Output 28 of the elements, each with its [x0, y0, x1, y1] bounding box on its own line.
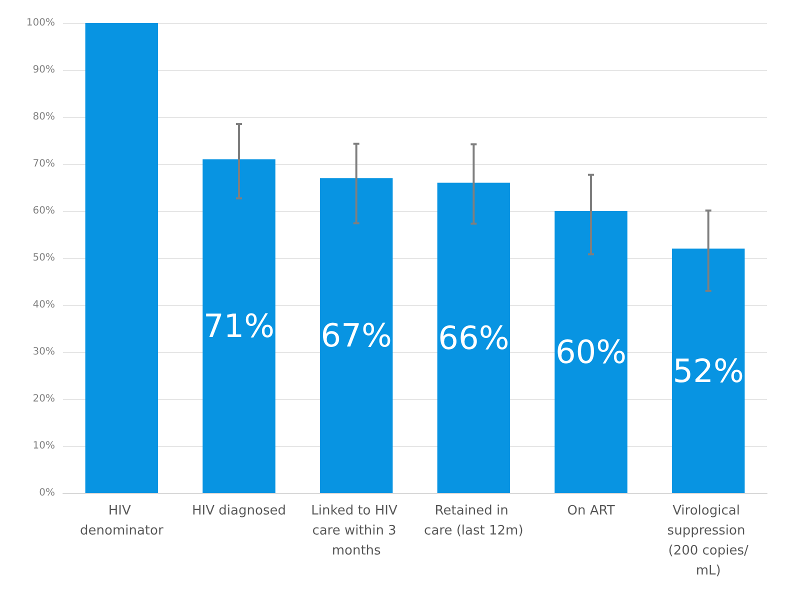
y-tick-label: 90%: [32, 64, 55, 76]
bar: [320, 178, 393, 493]
x-tick-label: Linked to HIV care within 3 months: [311, 504, 402, 558]
bar: [437, 182, 510, 493]
y-tick-label: 0%: [39, 488, 55, 498]
x-tick-label: On ART: [567, 504, 615, 518]
bar: [202, 159, 276, 493]
y-tick-label: 50%: [32, 252, 55, 264]
x-tick-label: Virological suppression (200 copies/mL): [667, 504, 750, 578]
bar: [672, 248, 745, 493]
bar: [85, 23, 158, 493]
y-tick-label: 30%: [32, 346, 55, 358]
data-label: 66%: [438, 318, 510, 357]
y-tick-label: 100%: [26, 18, 55, 28]
data-label: 71%: [203, 307, 275, 346]
y-tick-label: 80%: [32, 112, 55, 122]
bar: [554, 211, 628, 493]
y-tick-label: 40%: [32, 300, 55, 310]
x-tick-label: HIV diagnosed: [192, 504, 286, 518]
y-tick-label: 60%: [32, 206, 55, 216]
data-label: 60%: [555, 333, 627, 371]
y-tick-label: 70%: [32, 158, 55, 170]
data-label: 67%: [320, 316, 392, 355]
x-tick-label: Retained in care (last 12m): [424, 504, 524, 538]
y-tick-label: 20%: [32, 394, 55, 404]
y-tick-label: 10%: [32, 440, 55, 452]
x-tick-label: HIV denominator: [80, 504, 164, 538]
data-label: 52%: [672, 352, 744, 390]
